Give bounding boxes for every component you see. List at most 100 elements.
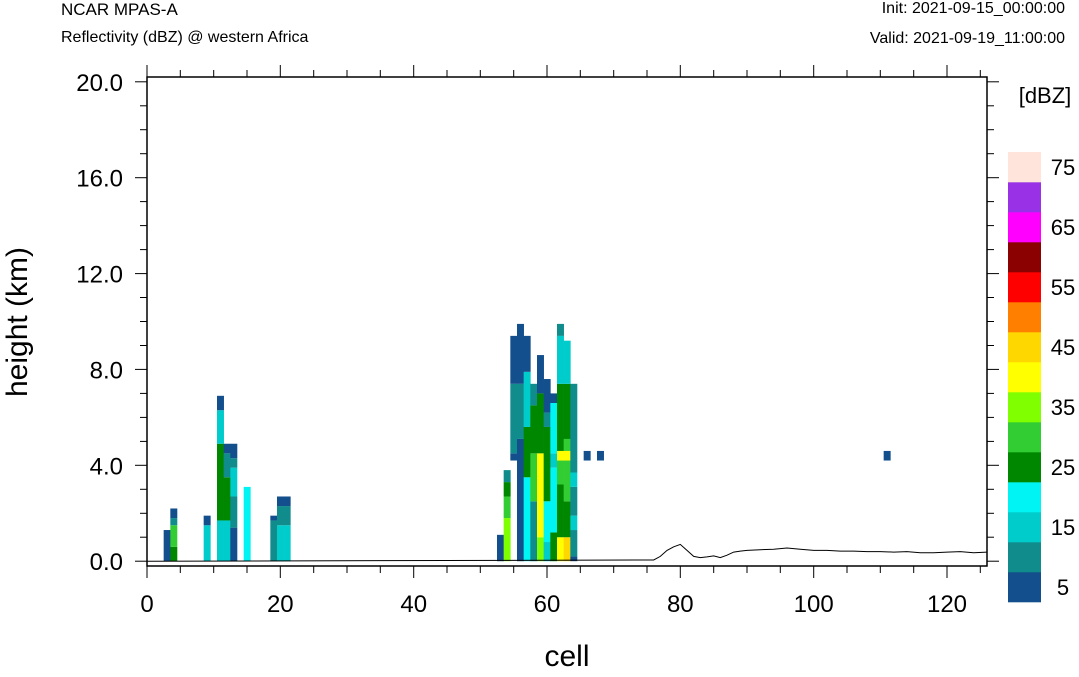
reflectivity-cell	[170, 508, 178, 519]
reflectivity-cell	[557, 484, 564, 538]
colorbar-swatch	[1008, 272, 1041, 303]
reflectivity-cell	[557, 450, 564, 461]
reflectivity-cell	[583, 450, 591, 461]
reflectivity-cell	[537, 393, 544, 454]
reflectivity-cell	[537, 355, 544, 394]
reflectivity-cell	[537, 453, 544, 538]
reflectivity-cell	[563, 383, 571, 439]
colorbar-label: 65	[1051, 215, 1075, 240]
reflectivity-cell	[570, 515, 578, 531]
x-tick-label: 120	[927, 591, 967, 618]
reflectivity-cell	[217, 443, 224, 521]
reflectivity-cell	[283, 496, 291, 507]
y-axis-title: height (km)	[1, 247, 34, 397]
reflectivity-cell	[557, 460, 564, 485]
reflectivity-cell	[277, 525, 284, 562]
colorbar-swatch	[1008, 422, 1041, 453]
colorbar-label: 25	[1051, 455, 1075, 480]
reflectivity-cell	[550, 453, 558, 468]
y-tick-label: 16.0	[76, 166, 123, 193]
reflectivity-cell	[563, 450, 571, 461]
x-tick-label: 60	[534, 591, 561, 618]
reflectivity-cell	[570, 472, 578, 487]
reflectivity-cell	[223, 443, 231, 454]
reflectivity-cell	[230, 496, 238, 528]
y-tick-label: 0.0	[90, 549, 123, 576]
reflectivity-cell	[517, 438, 524, 562]
reflectivity-cell	[537, 537, 544, 562]
colorbar-swatch	[1008, 482, 1041, 513]
reflectivity-cell	[563, 460, 571, 502]
x-axis: 0 20 40 60 80 100 120	[140, 65, 981, 618]
reflectivity-cell	[517, 323, 524, 384]
reflectivity-cell	[550, 532, 558, 562]
reflectivity-cell	[217, 395, 224, 411]
reflectivity-cell	[223, 477, 231, 521]
colorbar-label: 55	[1051, 275, 1075, 300]
reflectivity-cell	[230, 443, 238, 459]
reflectivity-cell	[550, 393, 558, 403]
reflectivity-cell	[570, 556, 578, 562]
reflectivity-cell	[283, 525, 291, 562]
model-title: NCAR MPAS-A	[61, 0, 178, 19]
plot-data-layer	[146, 323, 988, 562]
reflectivity-cell	[543, 426, 551, 502]
reflectivity-cell	[283, 506, 291, 526]
reflectivity-cell	[557, 383, 564, 451]
reflectivity-cell	[523, 335, 531, 372]
reflectivity-cell	[270, 520, 278, 562]
reflectivity-cell	[550, 403, 558, 454]
reflectivity-cell	[517, 383, 524, 439]
reflectivity-cell	[497, 534, 504, 562]
colorbar-label: 15	[1051, 515, 1075, 540]
reflectivity-cell	[563, 438, 571, 451]
reflectivity-cell	[217, 410, 224, 444]
reflectivity-cell	[543, 412, 551, 427]
colorbar-swatch	[1008, 512, 1041, 543]
colorbar-swatch	[1008, 572, 1041, 603]
y-tick-label: 20.0	[76, 70, 123, 97]
colorbar-unit: [dBZ]	[1019, 83, 1072, 108]
reflectivity-cell	[597, 450, 604, 461]
reflectivity-cell	[523, 371, 531, 427]
y-axis: 0.0 4.0 8.0 12.0 16.0 20.0	[76, 70, 999, 576]
reflectivity-cell	[170, 525, 178, 547]
x-tick-label: 40	[400, 591, 427, 618]
colorbar-label: 75	[1051, 155, 1075, 180]
colorbar-swatch	[1008, 542, 1041, 573]
y-tick-label: 12.0	[76, 262, 123, 289]
reflectivity-cell	[530, 453, 538, 502]
colorbar: 5 15 25 35 45 55 65 75	[1008, 152, 1075, 603]
reflectivity-cell	[203, 525, 211, 562]
reflectivity-cell	[883, 450, 891, 461]
reflectivity-cell	[230, 527, 238, 562]
y-tick-label: 8.0	[90, 357, 123, 384]
reflectivity-cell	[230, 458, 238, 468]
reflectivity-cell	[523, 426, 531, 478]
colorbar-swatch	[1008, 242, 1041, 273]
y-tick-label: 4.0	[90, 453, 123, 480]
x-axis-title: cell	[544, 640, 589, 673]
colorbar-swatch	[1008, 212, 1041, 243]
reflectivity-cell	[277, 506, 284, 526]
reflectivity-cell	[223, 453, 231, 478]
reflectivity-cell	[170, 546, 178, 562]
reflectivity-cell	[550, 467, 558, 533]
reflectivity-cell	[217, 520, 224, 562]
colorbar-swatch	[1008, 332, 1041, 363]
reflectivity-cell	[543, 379, 551, 413]
x-tick-label: 100	[794, 591, 834, 618]
reflectivity-cell	[570, 530, 578, 557]
reflectivity-cell	[557, 335, 564, 384]
terrain-line	[146, 543, 988, 562]
reflectivity-cell	[557, 323, 564, 336]
reflectivity-cell	[523, 477, 531, 562]
colorbar-label: 35	[1051, 395, 1075, 420]
field-title: Reflectivity (dBZ) @ western Africa	[61, 29, 309, 46]
reflectivity-cell	[563, 501, 571, 538]
reflectivity-cell	[243, 486, 251, 562]
colorbar-swatch	[1008, 182, 1041, 213]
reflectivity-cell	[223, 520, 231, 562]
reflectivity-cell	[570, 383, 578, 473]
